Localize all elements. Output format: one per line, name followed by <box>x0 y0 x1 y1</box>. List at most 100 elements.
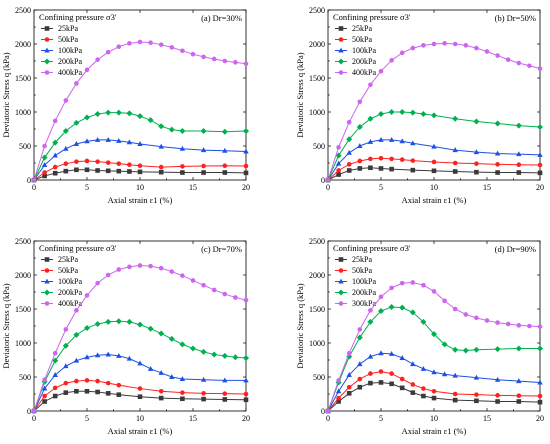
data-point <box>431 168 437 174</box>
data-point <box>389 166 394 172</box>
data-point <box>201 396 206 402</box>
data-point <box>158 388 164 394</box>
x-axis-label: Axial strain ε1 (%) <box>402 195 467 205</box>
data-point <box>63 145 69 151</box>
series-line <box>327 371 541 412</box>
panel-b: 0 5 10 15 20 0 500 1000 1500 2000 2500 Axial strain… <box>295 6 544 205</box>
data-point <box>410 390 416 395</box>
data-point <box>52 350 58 356</box>
y-tick-label: 1000 <box>15 108 31 117</box>
data-point <box>441 341 448 348</box>
data-point <box>137 386 143 391</box>
series-25kPa <box>31 388 249 414</box>
data-point <box>346 149 352 155</box>
legend-label: 200kPa <box>58 57 82 66</box>
data-point <box>399 304 406 311</box>
data-point <box>221 352 228 359</box>
data-point <box>116 392 122 397</box>
data-point <box>516 378 522 384</box>
data-point <box>222 291 228 297</box>
data-point <box>148 40 153 45</box>
data-point <box>201 391 206 396</box>
x-tick-label: 5 <box>379 414 383 423</box>
data-point <box>494 120 501 127</box>
data-point <box>42 393 47 399</box>
data-point <box>105 380 111 386</box>
data-point <box>74 159 79 164</box>
data-point <box>441 371 448 377</box>
data-point <box>378 308 384 315</box>
data-point <box>346 136 353 143</box>
legend-label: 25kPa <box>58 24 78 33</box>
data-point <box>431 369 437 375</box>
data-point <box>378 111 384 118</box>
data-point <box>222 170 228 175</box>
data-point <box>73 357 80 363</box>
data-point <box>389 285 394 291</box>
x-tick-label: 5 <box>379 183 383 192</box>
data-point <box>516 60 522 66</box>
data-point <box>243 61 249 67</box>
series-line <box>33 112 247 181</box>
data-point <box>200 376 207 382</box>
series-50kPa <box>325 155 543 183</box>
data-point <box>388 303 395 310</box>
y-tick-label: 500 <box>19 373 31 382</box>
data-point <box>516 162 522 167</box>
y-tick-label: 1500 <box>15 74 31 83</box>
series-50kPa <box>31 378 249 414</box>
data-point <box>74 81 79 86</box>
x-tick-label: 15 <box>483 414 491 423</box>
series-line <box>33 160 247 181</box>
data-point <box>336 145 341 150</box>
data-point <box>137 321 143 328</box>
data-point <box>41 162 48 168</box>
y-tick-label: 1000 <box>309 108 325 117</box>
data-point <box>63 168 69 174</box>
data-point <box>42 143 47 149</box>
data-point <box>484 49 490 54</box>
data-point <box>452 346 459 353</box>
data-point <box>95 159 100 164</box>
x-tick-label: 0 <box>32 414 36 423</box>
series-400kPa <box>31 263 249 414</box>
data-point <box>367 115 374 122</box>
y-tick-label: 1500 <box>309 74 325 83</box>
data-point <box>452 41 458 47</box>
data-point <box>243 354 249 361</box>
data-point <box>420 111 427 118</box>
legend-marker <box>44 289 50 296</box>
data-point <box>137 394 143 400</box>
data-point <box>168 126 175 133</box>
data-point <box>168 335 175 342</box>
legend-marker <box>338 289 344 296</box>
data-point <box>52 164 58 170</box>
data-point <box>137 141 143 146</box>
data-point <box>84 114 90 121</box>
data-point <box>389 156 394 162</box>
data-point <box>378 350 384 356</box>
data-point <box>41 154 48 161</box>
data-point <box>84 293 90 298</box>
data-point <box>420 318 427 325</box>
data-point <box>399 385 405 391</box>
data-point <box>495 399 500 404</box>
data-point <box>148 263 153 269</box>
data-point <box>243 377 249 383</box>
data-point <box>84 167 90 173</box>
data-point <box>201 163 206 169</box>
data-point <box>105 272 111 278</box>
y-tick-label: 2500 <box>15 6 31 15</box>
data-point <box>137 360 143 366</box>
data-point <box>494 150 501 156</box>
x-tick-label: 20 <box>536 414 544 423</box>
legend-marker <box>44 257 50 262</box>
data-point <box>527 63 532 69</box>
data-point <box>346 391 352 396</box>
legend-label: 300kPa <box>352 299 376 308</box>
data-point <box>474 392 479 397</box>
data-point <box>105 318 112 325</box>
data-point <box>74 388 79 394</box>
data-point <box>116 353 122 358</box>
